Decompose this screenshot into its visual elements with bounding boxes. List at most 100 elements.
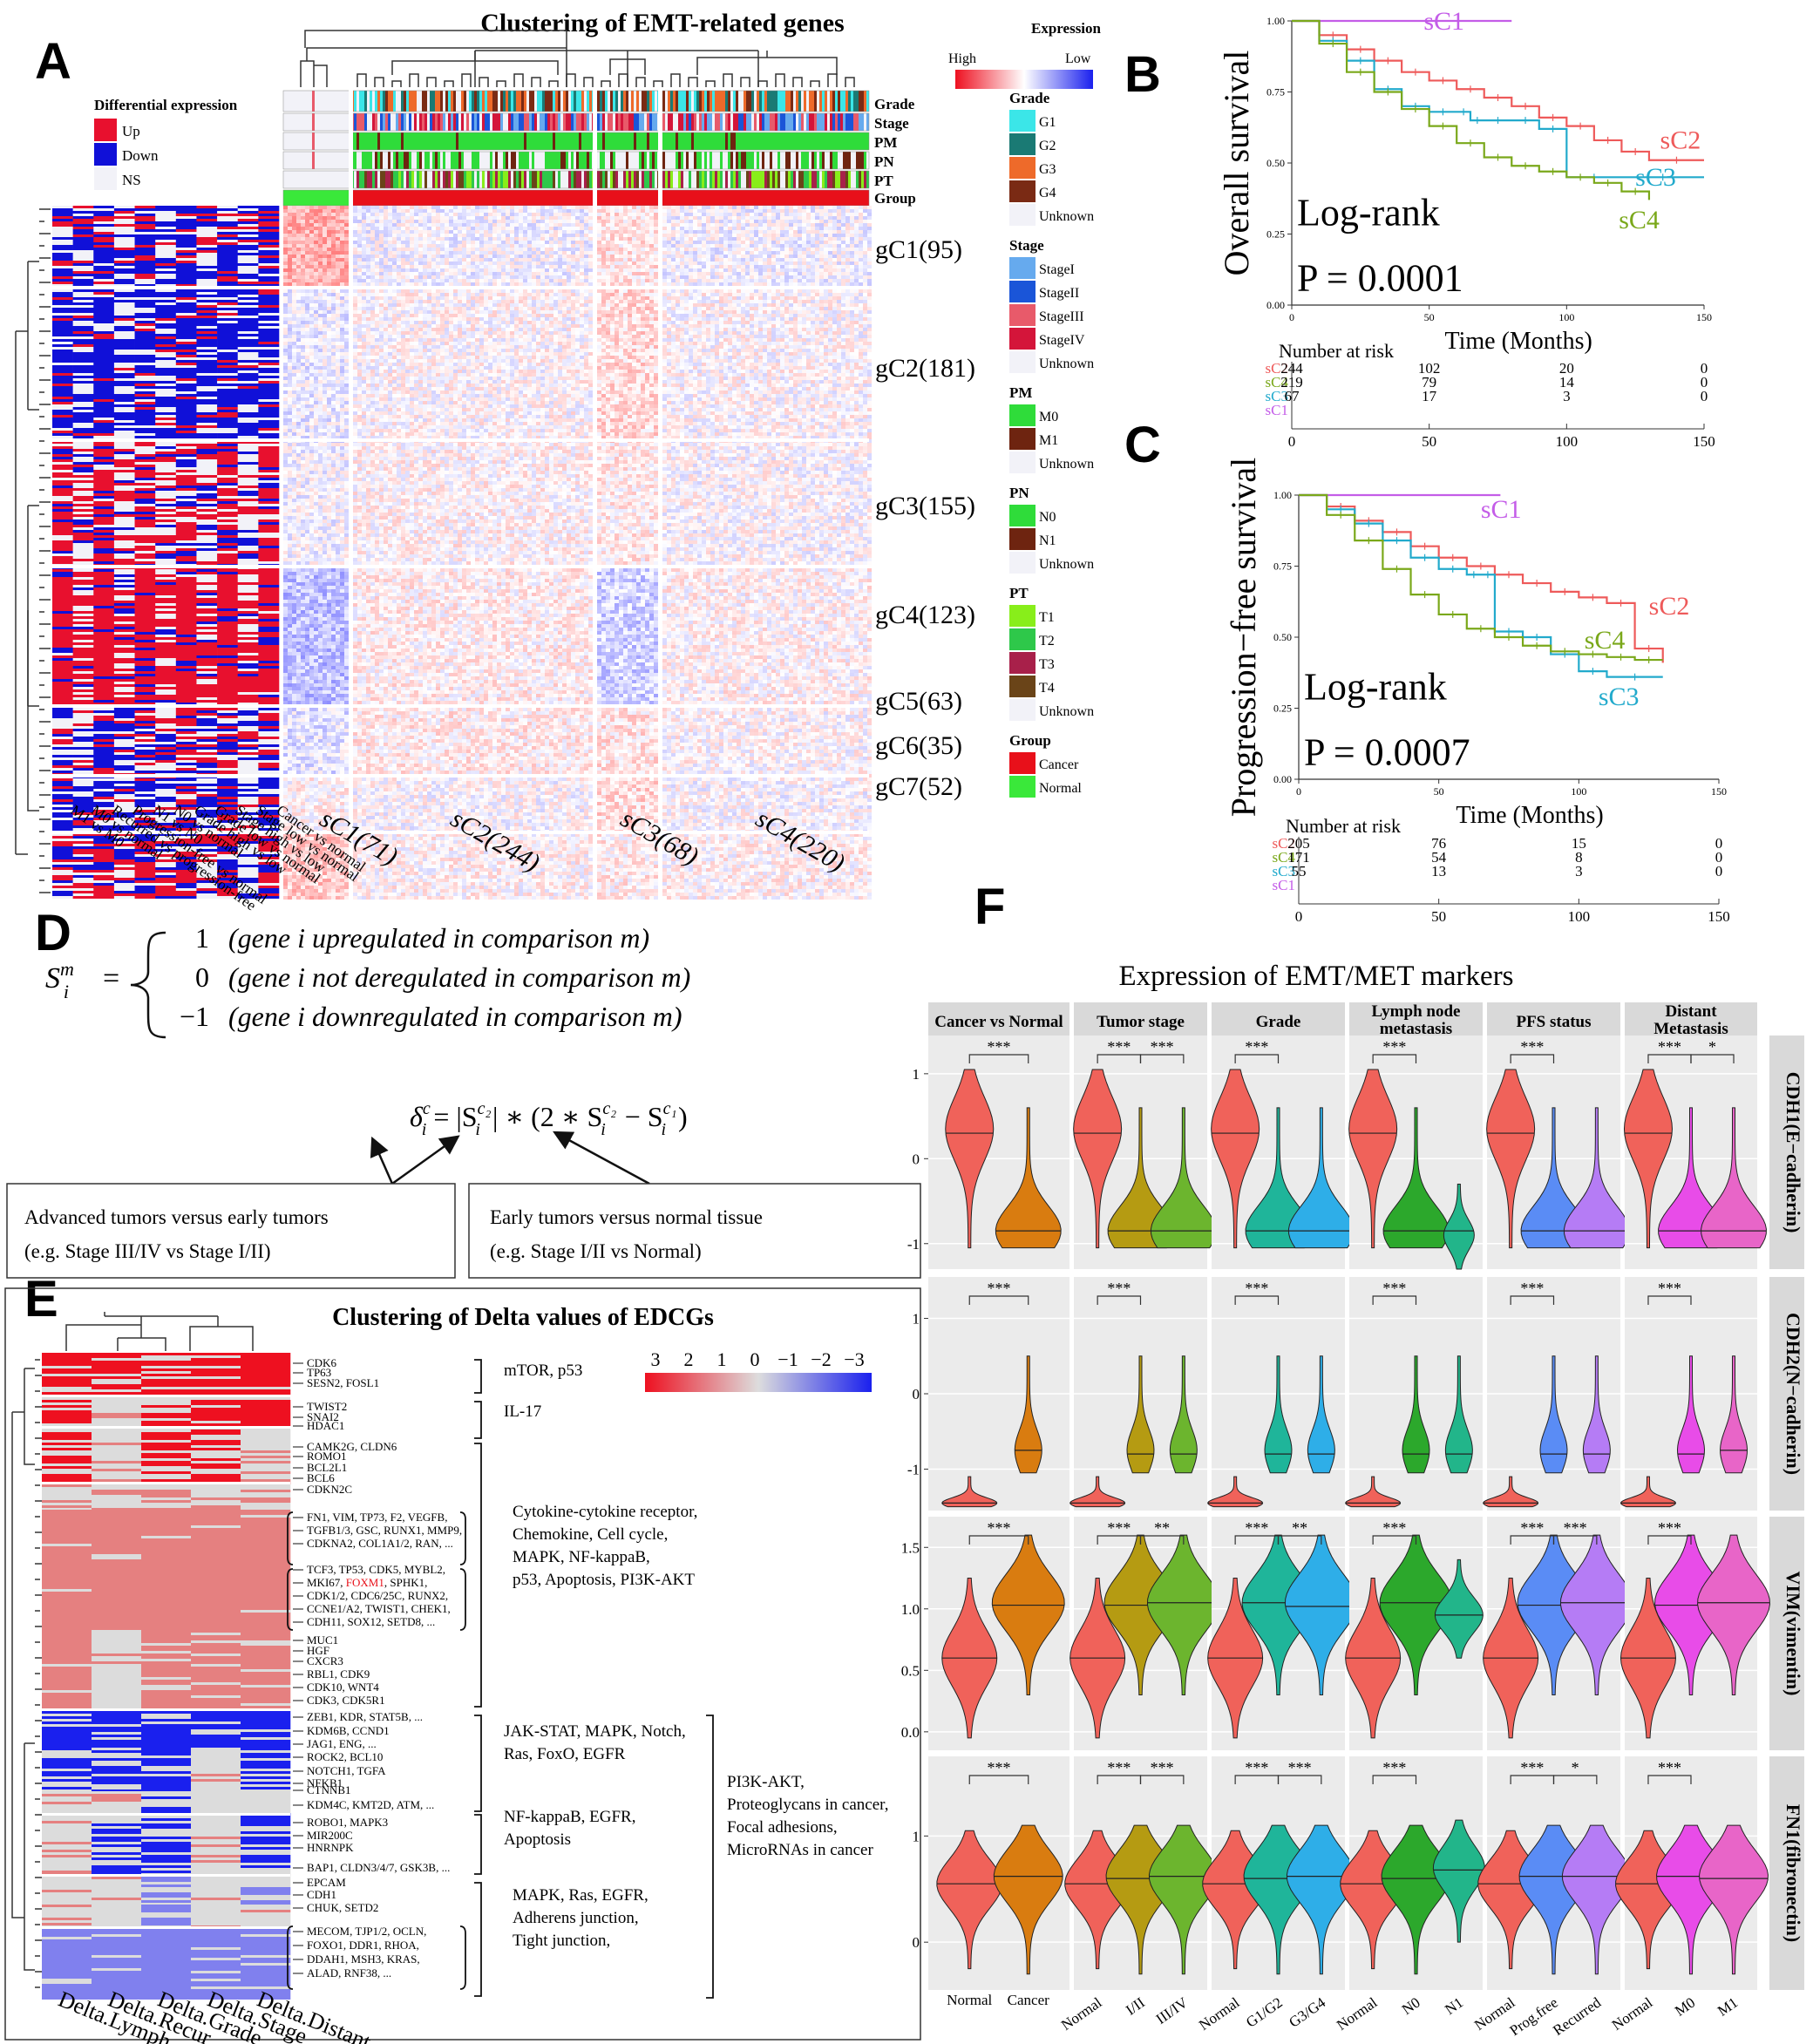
risk-xtick: 100 [1556,433,1579,450]
risk-xtick: 0 [1288,433,1296,450]
delta-brackets [287,1359,714,1999]
legend-item-label: Cancer [1039,757,1079,772]
km-xtick: 50 [1424,311,1435,323]
risk-xtick: 150 [1708,908,1730,925]
delta-scale-label: 1 [717,1348,727,1370]
significance-label: *** [1151,1038,1174,1056]
legend-swatch [1009,776,1036,798]
delta-top-dendrogram [65,1312,254,1351]
annotation-row-label: Grade [874,96,915,112]
box-right-line1: Early tumors versus normal tissue [490,1206,763,1228]
violin-cancer [995,1107,1062,1249]
km-series-label: sC4 [1619,206,1660,234]
significance-label: * [1708,1038,1716,1056]
facet-col-label: Grade [1256,1013,1301,1031]
delta-gene-label: MIR200C [307,1829,353,1842]
delta-gene-label: HDAC1 [307,1419,344,1432]
delta-gene-label: ROMO1 [307,1450,347,1463]
panel-e-frame [4,1287,921,2041]
panel-f-title: Expression of EMT/MET markers [1118,961,1513,992]
delta-gene-label: CXCR3 [307,1654,343,1667]
delta-gene-label: CTNNB1 [307,1783,351,1796]
violin-normal [1486,1069,1536,1249]
pathway-label: Proteoglycans in cancer, [727,1796,888,1814]
km-series-label: sC1 [1481,495,1522,524]
delta-gradient-bar [645,1373,872,1392]
risk-row-name: sC3 [1273,863,1295,879]
risk-value: 17 [1422,388,1437,404]
delta-gene-label: FN1, VIM, TP73, F2, VEGFB, [307,1511,447,1524]
legend-swatch [1009,628,1036,650]
violin-ytick: 1.5 [901,1539,920,1556]
violin-group-label: Normal [1609,1994,1656,2034]
legend-title-pn: PN [1009,485,1029,501]
violin-ytick: 0 [913,1151,920,1167]
legend-item-label: StageI [1039,262,1075,277]
significance-label: *** [1564,1519,1587,1537]
delta-gene-label: MKI67, FOXM1, SPHK1, [307,1576,427,1589]
violin-cancer [993,1824,1063,1975]
diff-legend-swatch-ns [94,167,117,190]
violin-n1 [1434,1558,1484,1659]
risk-value: 0 [1701,388,1708,404]
significance-label: *** [1520,1038,1544,1056]
delta-gene-label: CDKNA2, COL1A1/2, RAN, ... [307,1537,453,1550]
annotation-bars [282,87,870,811]
delta-gene-label: BCL6 [307,1471,335,1484]
legend-swatch [1009,452,1036,473]
violin-normal [1348,1069,1398,1249]
violin-i-ii [1126,1355,1155,1474]
legend-swatch [1009,281,1036,302]
delta-gene-label: FOXO1, DDR1, RHOA, [307,1939,419,1952]
legend-title-group: Group [1009,732,1051,749]
pathway-label: Cytokine-cytokine receptor, [513,1503,697,1521]
significance-label: *** [988,1280,1011,1297]
significance-label: *** [1658,1280,1681,1297]
km-ytick: 0.75 [1266,86,1285,98]
violin-group-label: Prog.free [1506,1994,1560,2040]
box-early-vs-normal [468,1183,921,1279]
significance-label: *** [988,1038,1011,1056]
violin-ytick: 1 [913,1828,920,1844]
panel-a-title: Clustering of EMT-related genes [480,9,844,37]
delta-gene-label: DDAH1, MSH3, KRAS, [307,1952,420,1966]
risk-value: 20 [1559,360,1574,377]
violin-ytick: -1 [907,1461,920,1477]
annotation-legends: Grade G1 G2 G3 G4 Unknown Stage StageI StageII St… [1009,90,1094,798]
violin-n0 [1382,1107,1450,1249]
legend-item-label: T2 [1039,634,1055,649]
violin-ytick: 0 [913,1386,920,1402]
delta-scale-label: 0 [750,1348,760,1370]
km-curve-sc2 [1299,493,1664,663]
significance-label: ** [1154,1519,1170,1537]
pathway-label: JAK-STAT, MAPK, Notch, [504,1722,686,1741]
violin-group-label: G1/G2 [1243,1994,1286,2031]
violin-i-ii [1107,1107,1174,1249]
violin-m1 [1701,1107,1767,1249]
violin-normal [936,1830,1003,1970]
km-ytick: 1.00 [1266,15,1285,27]
legend-item-label: Unknown [1039,557,1094,572]
expression-legend-low: Low [1065,51,1091,66]
risk-value: 8 [1575,849,1583,866]
legend-item-label: StageIII [1039,309,1084,324]
violin-iii-iv [1146,1534,1220,1696]
legend-item-label: N1 [1039,533,1056,548]
delta-scale: 3 2 1 0 −1 −2 −3 [651,1348,865,1370]
risk-row-name: sC2 [1266,360,1288,377]
diff-legend-swatch-up [94,119,117,141]
box-left-line2: (e.g. Stage III/IV vs Stage I/II) [24,1240,271,1262]
arrow-mid [391,1135,460,1185]
formula-equals: = [103,962,119,995]
facet-col-label: Tumor stage [1097,1013,1185,1031]
delta-gene-label: TGFB1/3, GSC, RUNX1, MMP9, [307,1524,462,1537]
violin-group-label: M0 [1672,1994,1698,2020]
delta-gene-label: SNAI2 [307,1410,339,1423]
delta-gene-label: MECOM, TJP1/2, OCLN, [307,1925,426,1938]
legend-item-label: Normal [1039,781,1082,796]
panel-letter-e: E [24,1271,58,1328]
violin-group-label: Recurred [1550,1993,1604,2039]
risk-xtick: 100 [1568,908,1591,925]
